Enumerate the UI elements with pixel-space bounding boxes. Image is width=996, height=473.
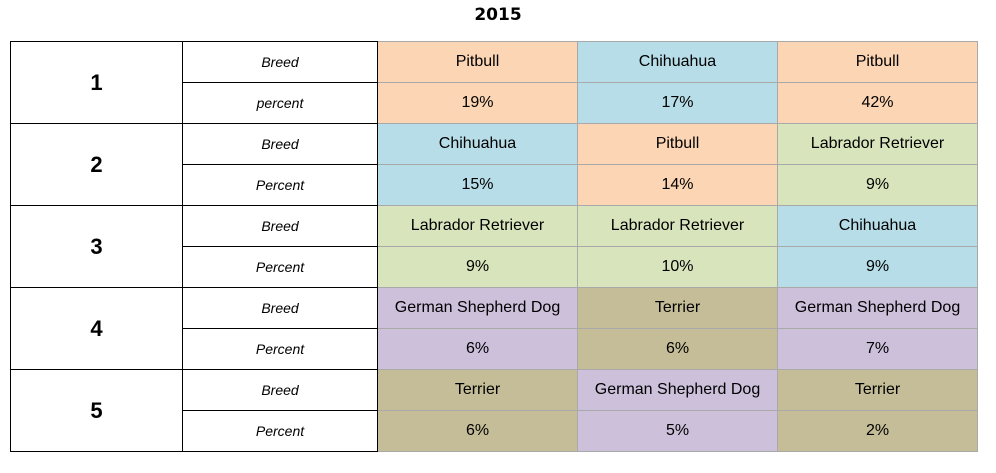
breed-cell: Terrier xyxy=(377,369,578,411)
table-row-percent: Percent 6% 6% 7% xyxy=(11,328,978,370)
rank-cell: 1 xyxy=(10,41,183,124)
rank-cell: 2 xyxy=(10,123,183,206)
breed-label-cell: Breed xyxy=(182,369,378,411)
breed-cell: German Shepherd Dog xyxy=(577,369,778,411)
percent-cell: 6% xyxy=(377,410,578,452)
percent-cell: 9% xyxy=(777,246,978,288)
breed-cell: German Shepherd Dog xyxy=(777,287,978,329)
percent-cell: 15% xyxy=(377,164,578,206)
percent-cell: 19% xyxy=(377,82,578,124)
percent-cell: 10% xyxy=(577,246,778,288)
table-title: 2015 xyxy=(474,5,522,25)
breed-cell: Terrier xyxy=(577,287,778,329)
breed-cell: Labrador Retriever xyxy=(777,123,978,165)
percent-label-cell: Percent xyxy=(182,410,378,452)
breed-cell: Pitbull xyxy=(577,123,778,165)
table-row-percent: percent 19% 17% 42% xyxy=(11,82,978,124)
breed-ranking-table: 1 Breed Pitbull Chihuahua Pitbull percent 19% 1… xyxy=(10,41,978,452)
table-row-breed: 2 Breed Chihuahua Pitbull Labrador Retriever xyxy=(10,123,978,206)
breed-label-cell: Breed xyxy=(182,123,378,165)
table-row-percent: Percent 6% 5% 2% xyxy=(11,410,978,452)
table-row-breed: 1 Breed Pitbull Chihuahua Pitbull xyxy=(10,41,978,124)
rank-cell: 3 xyxy=(10,205,183,288)
breed-cell: Labrador Retriever xyxy=(577,205,778,247)
percent-cell: 7% xyxy=(777,328,978,370)
breed-cell: Terrier xyxy=(777,369,978,411)
percent-cell: 42% xyxy=(777,82,978,124)
percent-label-cell: Percent xyxy=(182,164,378,206)
breed-cell: Pitbull xyxy=(377,41,578,83)
percent-cell: 5% xyxy=(577,410,778,452)
rank-cell: 5 xyxy=(10,369,183,452)
table-row-percent: Percent 9% 10% 9% xyxy=(11,246,978,288)
percent-label-cell: Percent xyxy=(182,328,378,370)
breed-cell: Chihuahua xyxy=(777,205,978,247)
table-row-breed: 5 Breed Terrier German Shepherd Dog Terrier xyxy=(10,369,978,452)
table-row-breed: 3 Breed Labrador Retriever Labrador Retriev… xyxy=(10,205,978,288)
percent-cell: 9% xyxy=(377,246,578,288)
breed-label-cell: Breed xyxy=(182,287,378,329)
percent-label-cell: percent xyxy=(182,82,378,124)
percent-cell: 6% xyxy=(377,328,578,370)
breed-cell: Labrador Retriever xyxy=(377,205,578,247)
rank-cell: 4 xyxy=(10,287,183,370)
percent-cell: 17% xyxy=(577,82,778,124)
percent-cell: 9% xyxy=(777,164,978,206)
percent-cell: 14% xyxy=(577,164,778,206)
table-row-breed: 4 Breed German Shepherd Dog Terrier German S… xyxy=(10,287,978,370)
breed-cell: Chihuahua xyxy=(377,123,578,165)
percent-label-cell: Percent xyxy=(182,246,378,288)
breed-label-cell: Breed xyxy=(182,41,378,83)
percent-cell: 6% xyxy=(577,328,778,370)
breed-cell: German Shepherd Dog xyxy=(377,287,578,329)
table-row-percent: Percent 15% 14% 9% xyxy=(11,164,978,206)
breed-cell: Chihuahua xyxy=(577,41,778,83)
breed-label-cell: Breed xyxy=(182,205,378,247)
percent-cell: 2% xyxy=(777,410,978,452)
breed-cell: Pitbull xyxy=(777,41,978,83)
table-body: 1 Breed Pitbull Chihuahua Pitbull percent 19% 1… xyxy=(10,41,978,452)
